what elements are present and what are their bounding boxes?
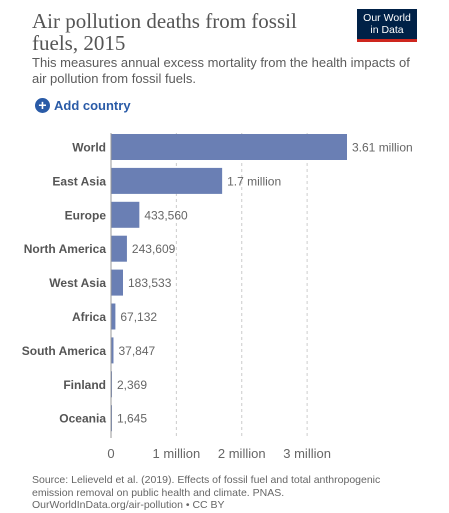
bar	[111, 134, 347, 160]
plus-circle-icon: +	[35, 98, 50, 113]
logo-line-1: Our World	[363, 12, 411, 24]
bar	[111, 269, 123, 296]
category-label: South America	[22, 344, 107, 358]
bar-chart: 0 1 million 2 million 3 million World 3.61 mi…	[22, 133, 413, 461]
value-label: 3.61 million	[352, 141, 413, 155]
category-label: West Asia	[49, 276, 106, 290]
bar	[111, 201, 140, 228]
x-tick-label: 2 million	[218, 446, 266, 461]
category-label: Oceania	[59, 412, 106, 426]
value-label: 37,847	[118, 344, 155, 358]
source-note[interactable]: Source: Lelieveld et al. (2019). Effects…	[32, 474, 432, 512]
x-tick-label: 1 million	[153, 446, 201, 461]
owid-logo[interactable]: Our World in Data	[357, 9, 417, 42]
x-tick-label: 3 million	[283, 446, 331, 461]
source-line-1: Source: Lelieveld et al. (2019). Effects…	[32, 474, 381, 486]
source-line-2: emission removal on public health and cl…	[32, 486, 285, 499]
category-label: North America	[24, 242, 107, 256]
value-label: 1.7 million	[227, 174, 281, 188]
category-label: East Asia	[52, 174, 106, 188]
value-label: 1,645	[117, 412, 147, 426]
category-label: Africa	[72, 310, 106, 324]
bar	[111, 167, 223, 194]
value-label: 2,369	[117, 378, 147, 392]
bar	[111, 337, 114, 364]
add-country-button[interactable]: + Add country	[35, 98, 131, 113]
logo-accent-bar	[357, 39, 417, 42]
category-label: Finland	[63, 378, 106, 392]
value-label: 433,560	[144, 208, 188, 222]
source-line-3: OurWorldInData.org/air-pollution • CC BY	[32, 499, 225, 511]
value-label: 67,132	[120, 310, 157, 324]
category-label: World	[72, 141, 106, 155]
value-label: 243,609	[132, 242, 176, 256]
x-tick-label: 0	[107, 446, 114, 461]
value-label: 183,533	[128, 276, 172, 290]
add-country-label: Add country	[54, 98, 131, 113]
bar	[111, 235, 127, 262]
logo-line-2: in Data	[370, 24, 404, 36]
chart-title: Air pollution deaths from fossil fuels, …	[32, 9, 297, 55]
category-label: Europe	[65, 208, 107, 222]
bar	[111, 303, 116, 330]
chart-subtitle: This measures annual excess mortality fr…	[32, 55, 410, 86]
